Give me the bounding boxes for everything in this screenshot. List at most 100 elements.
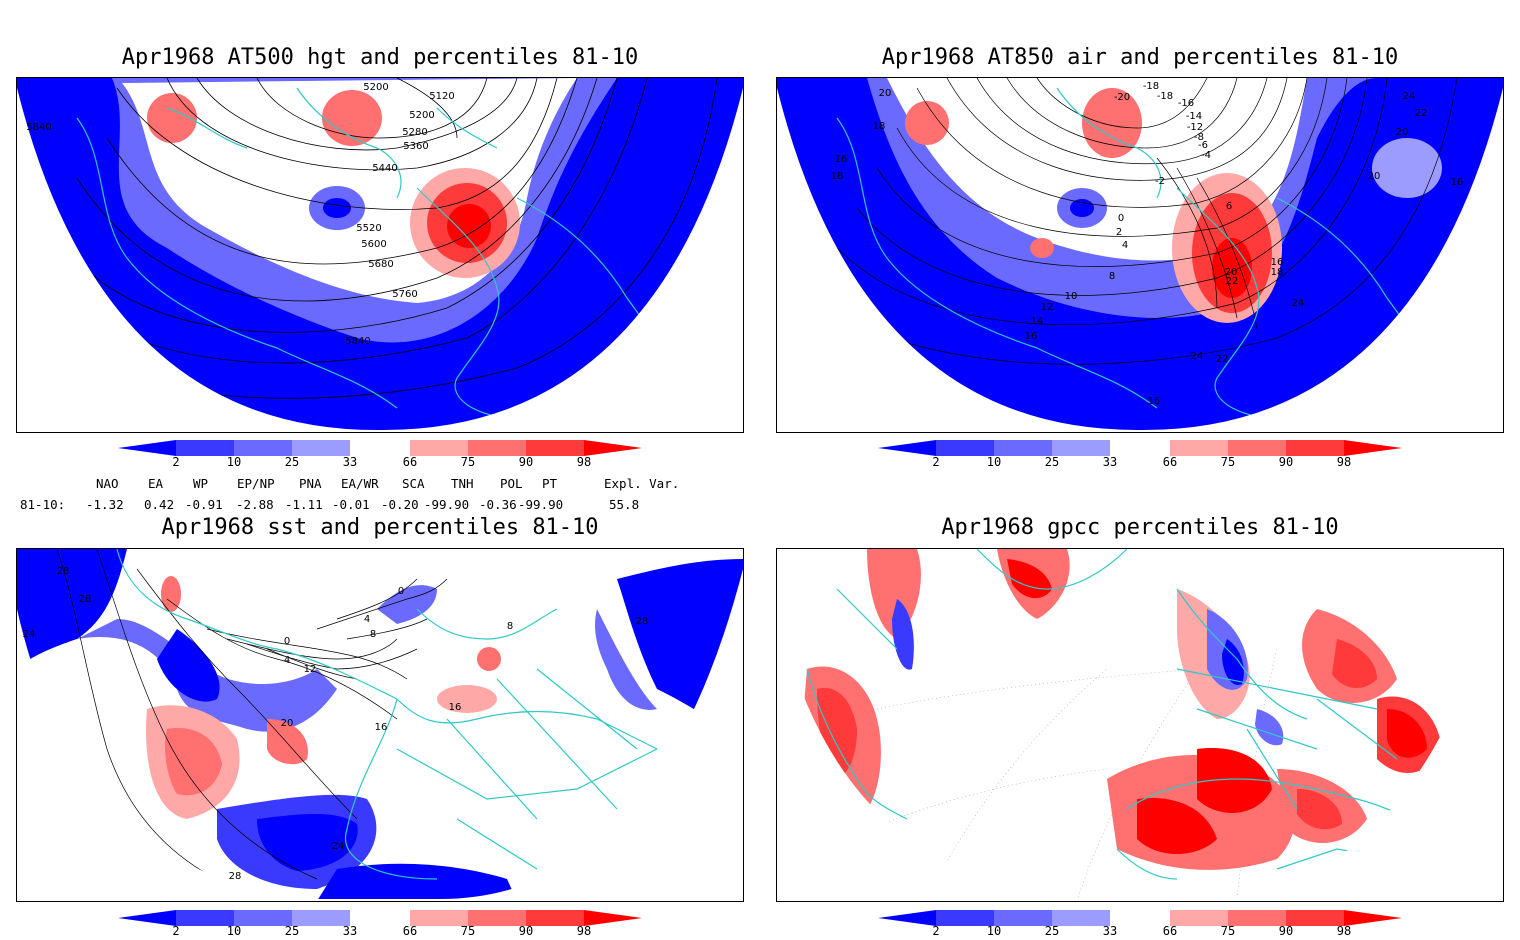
colorbar-bottom-left: 2 10 25 33 66 75 90 98 [118, 910, 642, 940]
colorbar-tick: 66 [402, 455, 418, 469]
contour-label: 5600 [361, 239, 386, 250]
contour-label: 16 [1451, 177, 1464, 188]
colorbar-tick: 90 [518, 924, 534, 938]
colorbar-tick: 90 [1278, 455, 1294, 469]
colorbar-tick: 10 [986, 455, 1002, 469]
panel-4-title: Apr1968 gpcc percentiles 81-10 [941, 515, 1339, 540]
contour-label: 5680 [368, 259, 393, 270]
colorbar-tick: 25 [1044, 455, 1060, 469]
contour-label: 20 [1396, 127, 1409, 138]
colorbar-tick: 75 [1220, 455, 1236, 469]
contour-label: 14 [1031, 316, 1044, 327]
colorbar-tick: 90 [518, 455, 534, 469]
index-value: 0.42 [144, 497, 175, 512]
index-value: -2.88 [236, 497, 274, 512]
contour-label: 12 [1041, 302, 1054, 313]
colorbar-tick: 90 [1278, 924, 1294, 938]
colorbar-tick: 98 [576, 924, 592, 938]
index-header: SCA [402, 476, 425, 491]
contour-label: 22 [1226, 276, 1239, 287]
contour-label: -14 [1186, 111, 1202, 122]
contour-label: -18 [1157, 91, 1173, 102]
map-panel-hgt500: 5200 5120 5200 5280 5360 5440 5520 5600 … [16, 77, 744, 433]
contour-label: 8 [1109, 271, 1115, 282]
contour-label: 16 [1271, 257, 1284, 268]
contour-label: 18 [873, 121, 886, 132]
contour-label: 4 [1122, 240, 1128, 251]
contour-label: 24 [1191, 351, 1204, 362]
panel-1-title: Apr1968 AT500 hgt and percentiles 81-10 [121, 45, 639, 70]
colorbar-tick: 75 [460, 455, 476, 469]
index-value: -0.20 [381, 497, 419, 512]
contour-label: 18 [1271, 267, 1284, 278]
colorbar-tick: 98 [576, 455, 592, 469]
index-value: -99.90 [424, 497, 470, 512]
contour-labels: 20 -18 -20 -18 -16 -14 -12 -8 -6 -4 -2 0… [831, 81, 1464, 407]
colorbar-bottom-left-svg [118, 910, 642, 926]
contour-label: 18 [831, 171, 844, 182]
map-hgt500-svg: 5200 5120 5200 5280 5360 5440 5520 5600 … [17, 78, 743, 431]
index-header: EA [148, 476, 164, 491]
contour-label: -16 [1178, 98, 1194, 109]
colorbar-tick: 10 [986, 924, 1002, 938]
contour-label: 0 [398, 586, 404, 597]
colorbar-tick: 2 [172, 455, 180, 469]
index-value: -0.36 [479, 497, 517, 512]
colorbar-tick: 25 [284, 455, 300, 469]
colorbar-tick: 33 [342, 924, 358, 938]
map-panel-gpcc [776, 548, 1504, 902]
contour-label: -18 [1143, 81, 1159, 92]
colorbar-top-left-svg [118, 440, 642, 456]
contour-label: 5120 [429, 91, 454, 102]
colorbar-bottom-right: 2 10 25 33 66 75 90 98 [878, 910, 1402, 940]
contour-label: 16 [375, 722, 388, 733]
contour-label: -2 [1155, 176, 1165, 187]
contour-label: 22 [1415, 108, 1428, 119]
index-value: -1.11 [285, 497, 323, 512]
contour-label: 28 [79, 594, 92, 605]
index-header: WP [193, 476, 209, 491]
contour-label: 20 [281, 718, 294, 729]
contour-label: 28 [636, 616, 649, 627]
contour-label: 24 [23, 629, 36, 640]
contour-labels: 5200 5120 5200 5280 5360 5440 5520 5600 … [26, 82, 454, 347]
colorbar-tick: 66 [1162, 455, 1178, 469]
contour-label: 5200 [363, 82, 388, 93]
colorbar-bottom-right-svg [878, 910, 1402, 926]
contour-label: 20 [879, 88, 892, 99]
contour-label: 5760 [392, 289, 417, 300]
colorbar-tick: 25 [284, 924, 300, 938]
map-sst-svg: 28 24 28 0 0 4 4 8 8 12 16 16 20 24 28 2… [17, 549, 743, 900]
contour-label: 5360 [403, 141, 428, 152]
colorbar-tick: 98 [1336, 455, 1352, 469]
index-value: -1.32 [86, 497, 124, 512]
index-header: NAO [96, 476, 119, 491]
panel-3-title: Apr1968 sst and percentiles 81-10 [161, 515, 599, 540]
contour-label: -12 [1187, 122, 1203, 133]
index-value: -0.91 [185, 497, 223, 512]
contour-label: -8 [1194, 132, 1204, 143]
contour-label: 5840 [26, 122, 51, 133]
contour-label: 22 [1216, 354, 1229, 365]
contour-label: 4 [284, 655, 290, 666]
colorbar-tick: 75 [460, 924, 476, 938]
colorbar-tick: 10 [226, 455, 242, 469]
contour-label: 5200 [409, 110, 434, 121]
colorbar-tick: 2 [932, 924, 940, 938]
contour-label: -6 [1198, 140, 1208, 151]
index-header: EP/NP [237, 476, 275, 491]
colorbar-top-left: 2 10 25 33 66 75 90 98 [118, 440, 642, 470]
contour-label: 5440 [372, 163, 397, 174]
contour-label: 20 [1368, 171, 1381, 182]
index-header: PT [542, 476, 558, 491]
colorbar-tick: 2 [172, 924, 180, 938]
index-header: EA/WR [341, 476, 379, 491]
colorbar-tick: 25 [1044, 924, 1060, 938]
contour-label: 28 [57, 566, 70, 577]
contour-label: 16 [449, 702, 462, 713]
contour-label: 10 [1065, 291, 1078, 302]
contour-labels: 28 24 28 0 0 4 4 8 8 12 16 16 20 24 28 2… [23, 566, 649, 882]
contour-label: 16 [1025, 331, 1038, 342]
contour-label: 0 [1118, 213, 1124, 224]
colorbar-tick: 2 [932, 455, 940, 469]
